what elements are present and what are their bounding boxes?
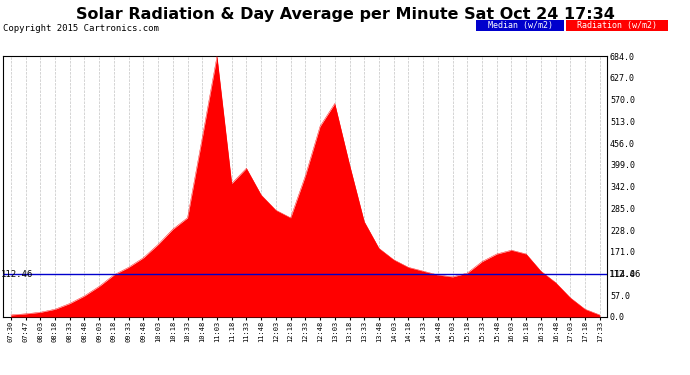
Text: 112.46: 112.46 bbox=[609, 270, 642, 279]
Text: Copyright 2015 Cartronics.com: Copyright 2015 Cartronics.com bbox=[3, 24, 159, 33]
Bar bbox=[476, 20, 564, 31]
Bar bbox=[566, 20, 668, 31]
Text: Solar Radiation & Day Average per Minute Sat Oct 24 17:34: Solar Radiation & Day Average per Minute… bbox=[76, 7, 614, 22]
Text: Radiation (w/m2): Radiation (w/m2) bbox=[577, 21, 657, 30]
Text: 112.46: 112.46 bbox=[1, 270, 33, 279]
Text: Median (w/m2): Median (w/m2) bbox=[488, 21, 553, 30]
